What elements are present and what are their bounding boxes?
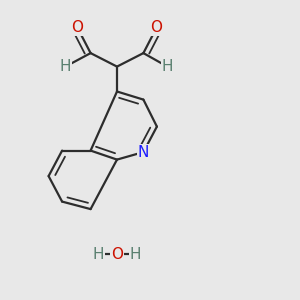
Text: O: O (71, 20, 83, 35)
Text: H: H (130, 247, 141, 262)
Text: H: H (60, 59, 71, 74)
Text: N: N (138, 145, 149, 160)
Text: O: O (151, 20, 163, 35)
Text: H: H (162, 59, 173, 74)
Text: O: O (111, 247, 123, 262)
Text: H: H (93, 247, 104, 262)
